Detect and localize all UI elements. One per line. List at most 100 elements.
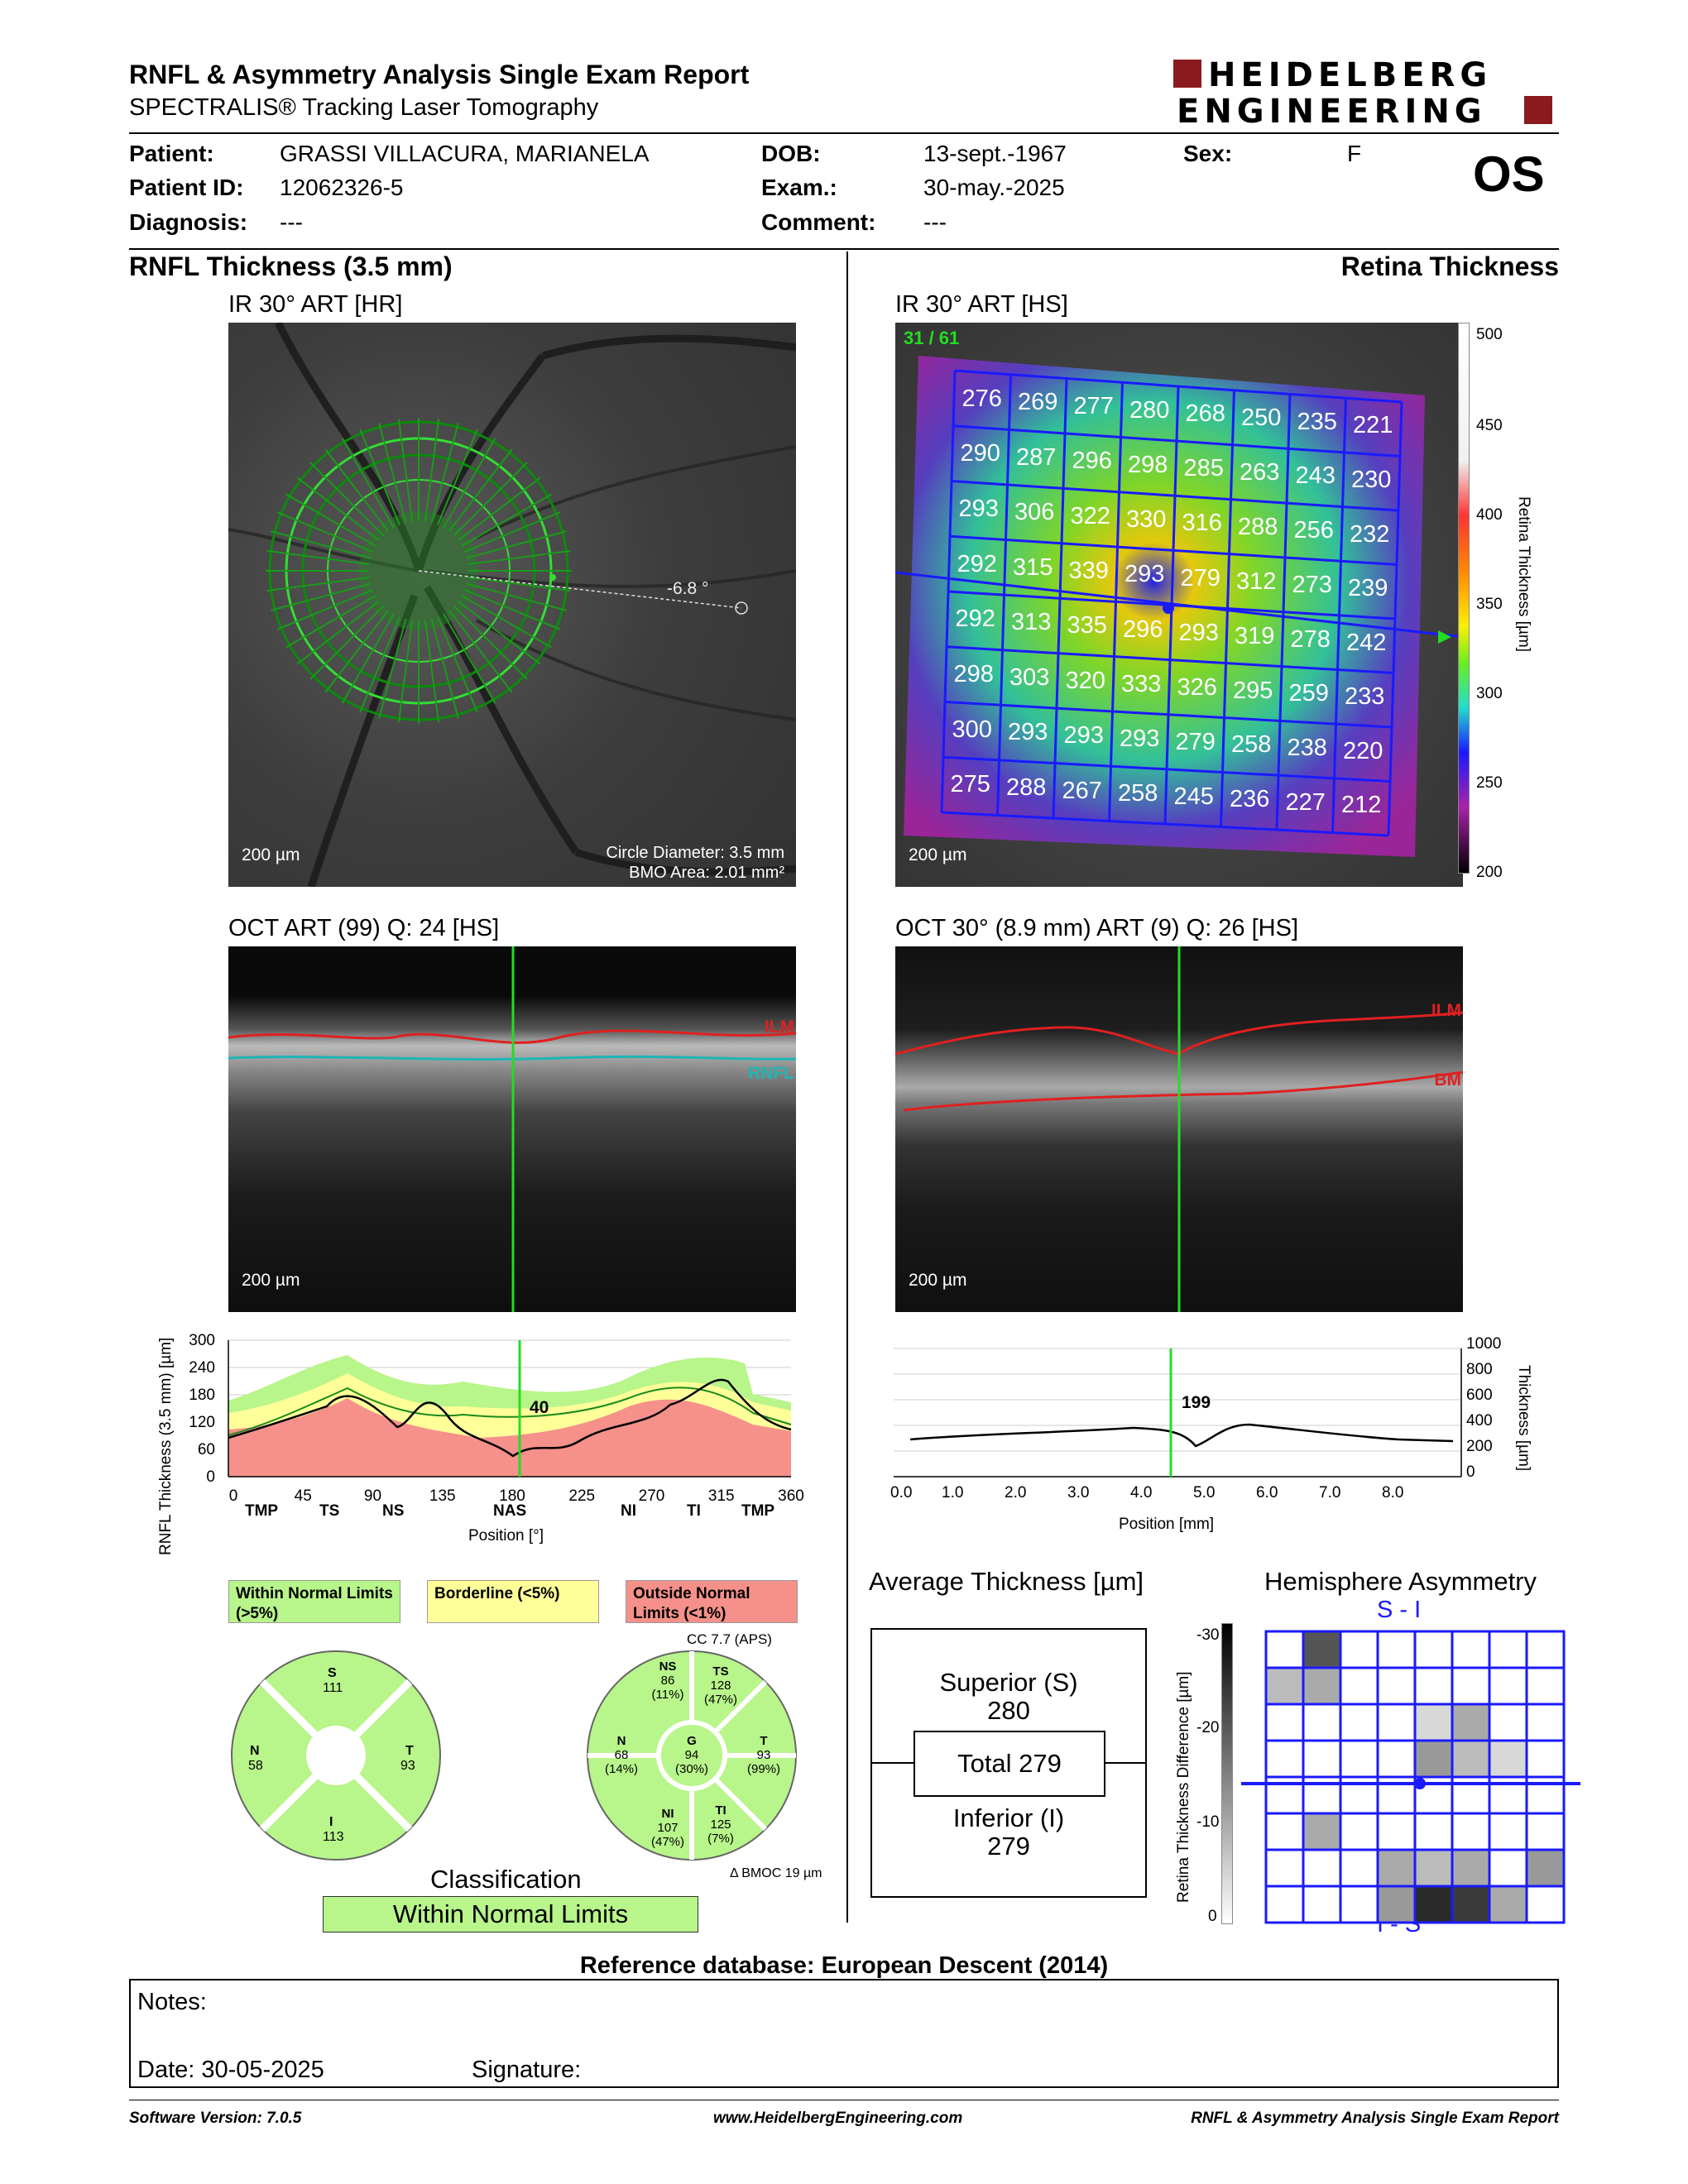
rnfl-xtick: 360 (778, 1487, 804, 1505)
circle-diameter: Circle Diameter: 3.5 mm (606, 844, 784, 862)
website-link[interactable]: www.HeidelbergEngineering.com (713, 2110, 963, 2127)
ir-fundus-image-right: 31 / 61 276 269 277 280 268 250 235 221 290 287 29… (895, 323, 1463, 887)
ir-right-index: 31 / 61 (904, 328, 960, 348)
date-label: Date: 30-05-2025 (137, 2057, 324, 2083)
rnfl-xtick: 135 (429, 1487, 456, 1505)
software-version: Software Version: 7.0.5 (129, 2110, 302, 2127)
retina-grid-value: 300 (952, 716, 992, 743)
retina-grid-value: 258 (1118, 780, 1158, 807)
retina-grid-value: 306 (1014, 499, 1055, 526)
diagnosis-value: --- (280, 209, 303, 235)
retina-grid-value: 320 (1065, 667, 1105, 694)
rnfl-xtick: 315 (708, 1487, 735, 1505)
ir-left-scale: 200 µm (242, 845, 300, 864)
signature-label: Signature: (472, 2057, 582, 2083)
asymmetry-cell (1339, 1630, 1379, 1669)
sector-ni-value: 107 (657, 1821, 679, 1835)
rnfl-xtick: 270 (639, 1487, 665, 1505)
patient-id: 12062326-5 (280, 175, 404, 200)
rnfl-section-title: RNFL Thickness (3.5 mm) (129, 251, 453, 281)
retina-grid-value: 227 (1285, 788, 1326, 816)
retina-grid-value: 287 (1016, 443, 1057, 471)
report-subtitle: SPECTRALIS® Tracking Laser Tomography (129, 94, 599, 121)
sector-label-nas: NAS (493, 1502, 527, 1520)
asymmetry-cell (1451, 1630, 1491, 1669)
inferior-label: Inferior (I) (952, 1803, 1065, 1832)
total-thickness: Total 279 (914, 1731, 1105, 1797)
sector-chart (587, 1650, 797, 1861)
retina-grid-value: 326 (1177, 673, 1217, 701)
asymmetry-cell (1413, 1703, 1454, 1742)
report-title: RNFL & Asymmetry Analysis Single Exam Re… (129, 60, 750, 89)
asymmetry-cell (1339, 1885, 1379, 1924)
colorbar-ticks: 500 450 400 350 300 250 200 (1476, 326, 1503, 881)
retina-grid-value: 296 (1072, 448, 1112, 475)
retina-grid-value: 293 (958, 496, 999, 523)
retina-grid-value: 221 (1353, 412, 1393, 439)
asymmetry-cell (1376, 1885, 1417, 1924)
retina-grid-value: 292 (955, 606, 995, 633)
rnfl-xtick: 0 (229, 1487, 238, 1505)
retina-grid-value: 279 (1180, 564, 1220, 592)
retina-plot-yticks: 1000 800 600 400 200 0 (1466, 1335, 1502, 1481)
exam-label: Exam.: (761, 175, 837, 200)
reference-database: Reference database: European Descent (20… (579, 1952, 1109, 1979)
retina-thickness-plot (894, 1348, 1462, 1478)
asymmetry-cell (1302, 1885, 1342, 1924)
ir-fundus-image-left: -6.8 ° 200 µm Circle Diameter: 3.5 mm BM… (228, 323, 796, 887)
asymmetry-cell (1451, 1666, 1491, 1706)
retina-grid-value: 259 (1288, 680, 1329, 707)
retina-grid-value: 296 (1123, 615, 1163, 643)
quadrant-i-value: 113 (323, 1830, 344, 1844)
notes-box[interactable]: Notes: Date: 30-05-2025 Signature: (129, 1979, 1559, 2088)
asymmetry-cell (1264, 1703, 1305, 1742)
retina-grid-value: 269 (1018, 389, 1058, 416)
rnfl-xtick: 225 (568, 1487, 595, 1505)
asymmetry-cell (1488, 1666, 1528, 1706)
retina-grid-value: 293 (1063, 722, 1104, 750)
retina-grid-value: 235 (1297, 408, 1337, 435)
retina-grid-value: 233 (1345, 683, 1385, 711)
asymmetry-cell (1451, 1812, 1491, 1851)
retina-plot-marker-value: 199 (1182, 1393, 1211, 1412)
footer-report-name: RNFL & Asymmetry Analysis Single Exam Re… (1191, 2110, 1559, 2127)
sector-ns-value: 86 (660, 1674, 675, 1688)
rnfl-xtick: 45 (295, 1487, 312, 1505)
diagnosis-label: Diagnosis: (129, 209, 248, 235)
retina-grid-value: 267 (1062, 777, 1102, 804)
sector-t-value: 93 (756, 1748, 771, 1762)
retina-grid-value: 316 (1182, 510, 1222, 537)
asymmetry-cell (1264, 1666, 1305, 1706)
ir-angle-label: -6.8 ° (667, 579, 709, 598)
asymmetry-cell (1339, 1739, 1379, 1779)
oct-right-scale: 200 µm (909, 1271, 967, 1290)
ilm-label-right: ILM (1431, 1001, 1461, 1020)
retina-plot-xticks: 0.0 1.0 2.0 3.0 4.0 5.0 6.0 7.0 8.0 (890, 1484, 1404, 1502)
rnfl-plot-marker-value: 40 (530, 1398, 549, 1417)
retina-grid-value: 293 (1178, 619, 1219, 646)
notes-label: Notes: (137, 1989, 207, 2015)
sex-label: Sex: (1183, 141, 1233, 166)
asymmetry-cell (1339, 1666, 1379, 1706)
legend-borderline: Borderline (<5%) (427, 1580, 599, 1623)
asymmetry-cell (1525, 1630, 1566, 1669)
oct-left-title: OCT ART (99) Q: 24 [HS] (228, 915, 500, 941)
sector-label-ni: NI (621, 1502, 636, 1520)
sector-ns-label: NS (659, 1660, 677, 1674)
superior-label: Superior (S) (939, 1668, 1078, 1697)
asymmetry-cell (1451, 1703, 1491, 1742)
retina-grid-value: 295 (1233, 677, 1273, 704)
retina-grid-value: 258 (1231, 731, 1272, 759)
retina-plot-ylabel: Thickness [µm] (1515, 1365, 1532, 1472)
patient-id-label: Patient ID: (129, 175, 244, 200)
retina-grid-value: 288 (1238, 513, 1278, 540)
asymmetry-cell (1264, 1885, 1305, 1924)
sector-ti-value: 125 (710, 1818, 731, 1832)
quadrant-s-label: S (328, 1666, 337, 1680)
avg-thickness-box: Superior (S) 280 Total 279 Inferior (I) … (870, 1628, 1147, 1898)
asymmetry-cell (1339, 1848, 1379, 1888)
asymmetry-cell (1525, 1703, 1566, 1742)
retina-grid-value: 250 (1241, 405, 1282, 432)
retina-grid-value: 292 (957, 550, 997, 577)
dob-value: 13-sept.-1967 (923, 141, 1067, 166)
